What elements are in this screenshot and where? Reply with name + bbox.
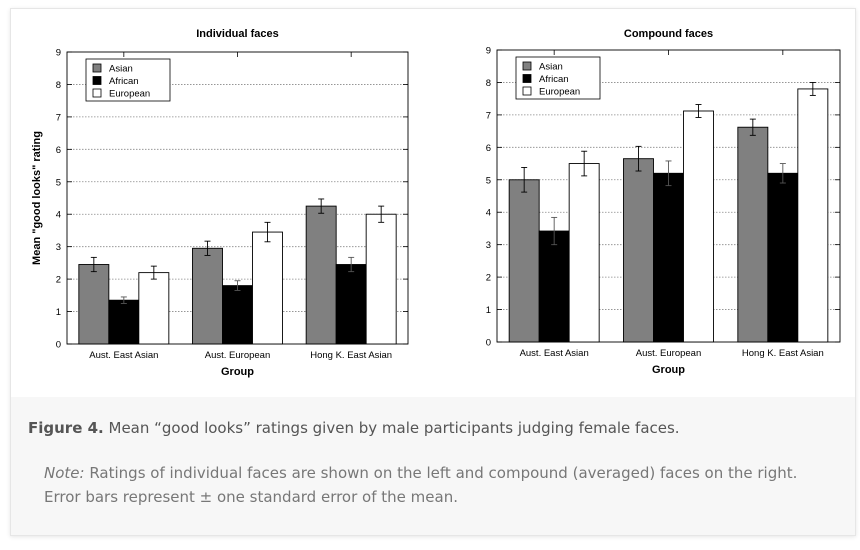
y-tick-label: 8 (486, 78, 491, 89)
error-bar-african-aust-east-asian (120, 296, 127, 304)
bar-african-hong-k-east-asian (767, 172, 799, 343)
y-tick-label: 7 (56, 112, 61, 123)
y-tick-label: 8 (56, 80, 61, 91)
x-tick-label: Aust. East Asian (520, 348, 589, 359)
error-bar-african-aust-european (234, 280, 241, 291)
error-bar-asian-aust-east-asian (90, 256, 97, 273)
error-bar-european-aust-european (264, 221, 271, 243)
error-bar-asian-aust-european (204, 240, 211, 256)
error-bar-european-hong-k-east-asian (378, 205, 385, 223)
y-tick-label: 6 (56, 145, 61, 156)
legend-swatch-european (522, 86, 532, 96)
y-tick-label: 3 (56, 242, 61, 253)
x-tick-label: Aust. East Asian (89, 350, 158, 361)
figure-caption-label: Figure 4. (28, 419, 104, 437)
figure-caption: Figure 4. Mean “good looks” ratings give… (28, 419, 828, 437)
bar-european-aust-european (683, 110, 714, 343)
y-axis-label: Mean "good looks" rating (31, 131, 43, 265)
error-bar-african-aust-east-asian (551, 216, 558, 246)
chart-individual-faces: Individual faces 0 1 2 3 4 5 6 7 8 9 Aust. East Asi… (31, 28, 409, 378)
error-bar-african-aust-european (665, 160, 672, 187)
bar-asian-aust-european (192, 247, 223, 345)
figure-note: Note: Ratings of individual faces are sh… (44, 461, 824, 509)
y-tick-label: 3 (486, 240, 491, 251)
legend-label-european: European (109, 89, 150, 100)
x-tick-label: Aust. European (636, 348, 702, 359)
bar-european-hong-k-east-asian (365, 213, 397, 345)
error-bar-european-hong-k-east-asian (809, 81, 816, 96)
error-bar-african-hong-k-east-asian (779, 163, 786, 184)
caption-band (11, 397, 855, 535)
y-tick-label: 4 (486, 208, 491, 219)
bar-african-aust-european (222, 285, 253, 345)
y-tick-label: 0 (56, 340, 61, 351)
bar-african-aust-east-asian (538, 230, 570, 343)
legend-swatch-european (92, 88, 102, 98)
error-bar-european-aust-european (695, 104, 702, 118)
x-axis-label: Group (652, 364, 685, 376)
figure-charts: Individual faces 0 1 2 3 4 5 6 7 8 9 Aust. East Asi… (31, 28, 841, 378)
bar-european-aust-east-asian (138, 272, 170, 345)
bar-european-aust-european (252, 231, 283, 345)
error-bar-european-aust-east-asian (150, 265, 157, 280)
legend-label-asian: Asian (109, 64, 133, 75)
error-bar-african-hong-k-east-asian (348, 256, 355, 273)
figure-note-label: Note: (44, 464, 85, 482)
bar-asian-aust-east-asian (508, 179, 540, 343)
chart-compound-faces: Compound faces 0 1 2 3 4 5 6 7 8 9 Aust. East Asian… (486, 28, 841, 376)
x-tick-label: Hong K. East Asian (742, 348, 824, 359)
y-tick-label: 5 (486, 175, 491, 186)
error-bar-asian-hong-k-east-asian (749, 118, 756, 136)
bar-african-aust-european (653, 172, 684, 343)
x-tick-label: Hong K. East Asian (310, 350, 392, 361)
bar-african-aust-east-asian (108, 299, 140, 345)
y-tick-label: 6 (486, 143, 491, 154)
bar-european-hong-k-east-asian (797, 88, 829, 343)
legend-swatch-asian (522, 61, 532, 71)
bar-asian-aust-european (623, 158, 654, 343)
error-bar-asian-hong-k-east-asian (318, 198, 325, 214)
legend-swatch-african (522, 74, 532, 83)
error-bar-asian-aust-european (635, 145, 642, 172)
chart-title: Individual faces (196, 28, 279, 40)
legend-label-asian: Asian (539, 62, 563, 73)
y-tick-label: 0 (486, 338, 491, 349)
error-bar-asian-aust-east-asian (521, 166, 528, 193)
legend-swatch-african (92, 76, 102, 85)
bar-asian-aust-east-asian (78, 264, 110, 345)
figure-note-text: Ratings of individual faces are shown on… (44, 464, 798, 506)
bar-asian-hong-k-east-asian (305, 205, 337, 345)
y-tick-label: 2 (486, 273, 491, 284)
y-tick-label: 4 (56, 210, 61, 221)
error-bar-european-aust-east-asian (581, 150, 588, 177)
legend-label-european: European (539, 87, 580, 98)
y-tick-label: 9 (486, 46, 491, 57)
figure-caption-text: Mean “good looks” ratings given by male … (103, 419, 680, 437)
legend-label-african: African (539, 74, 569, 85)
y-tick-label: 5 (56, 177, 61, 188)
chart-title: Compound faces (624, 28, 713, 40)
legend-label-african: African (109, 76, 139, 87)
x-axis-label: Group (221, 366, 254, 378)
y-tick-label: 9 (56, 48, 61, 59)
x-tick-label: Aust. European (205, 350, 271, 361)
legend-swatch-asian (92, 63, 102, 73)
bar-asian-hong-k-east-asian (737, 126, 769, 343)
y-tick-label: 2 (56, 275, 61, 286)
bar-african-hong-k-east-asian (335, 264, 367, 345)
y-tick-label: 1 (486, 305, 491, 316)
y-tick-label: 1 (56, 307, 61, 318)
bar-european-aust-east-asian (568, 163, 600, 343)
y-tick-label: 7 (486, 110, 491, 121)
